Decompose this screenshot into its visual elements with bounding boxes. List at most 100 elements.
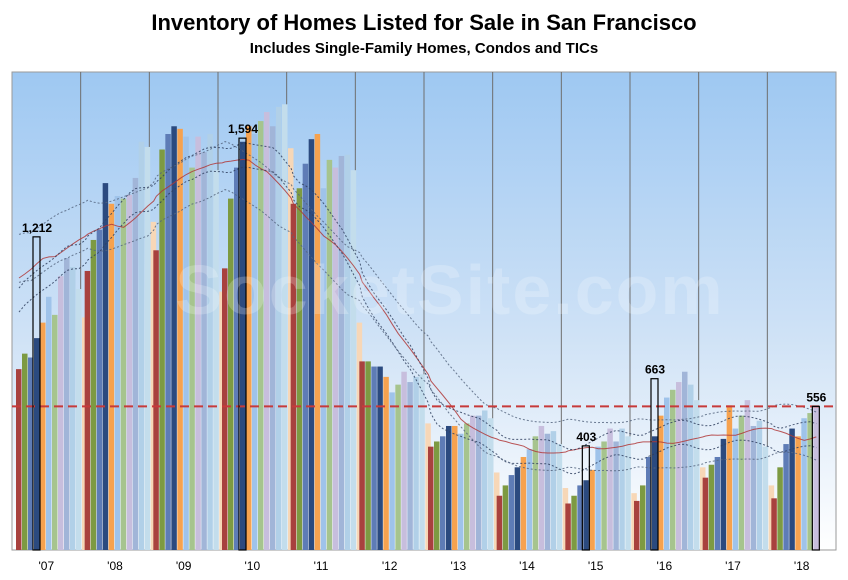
bar bbox=[464, 423, 470, 550]
bar bbox=[526, 449, 533, 550]
bar bbox=[371, 366, 377, 550]
bar bbox=[144, 146, 151, 550]
bar bbox=[571, 495, 577, 550]
x-tick-label: '14 bbox=[519, 559, 535, 573]
x-tick-label: '09 bbox=[176, 559, 192, 573]
bar bbox=[556, 444, 563, 550]
bar bbox=[189, 167, 195, 550]
x-tick-label: '10 bbox=[245, 559, 261, 573]
bar bbox=[619, 428, 625, 550]
bar bbox=[496, 495, 503, 550]
bar bbox=[344, 154, 351, 550]
bar bbox=[550, 431, 557, 550]
bar bbox=[762, 446, 769, 550]
trend-curve bbox=[18, 189, 817, 472]
bar bbox=[476, 415, 482, 550]
x-tick-label: '12 bbox=[382, 559, 398, 573]
bar bbox=[76, 289, 82, 550]
bar bbox=[282, 104, 288, 550]
bar bbox=[171, 126, 177, 550]
bar bbox=[625, 436, 631, 550]
bar bbox=[640, 485, 646, 550]
bar bbox=[488, 418, 494, 550]
bar bbox=[664, 397, 670, 550]
bar bbox=[52, 314, 58, 550]
bar bbox=[314, 134, 321, 550]
bar bbox=[183, 136, 189, 550]
bar bbox=[46, 296, 52, 550]
bar bbox=[502, 485, 509, 550]
bar bbox=[583, 480, 589, 550]
bar bbox=[520, 456, 527, 550]
bar bbox=[70, 267, 76, 550]
bar bbox=[234, 167, 240, 550]
x-tick-label: '16 bbox=[657, 559, 673, 573]
bar bbox=[34, 338, 40, 550]
bar bbox=[652, 436, 658, 550]
bar bbox=[195, 136, 201, 550]
bar bbox=[538, 425, 545, 550]
bar bbox=[813, 406, 819, 550]
x-tick-label: '08 bbox=[107, 559, 123, 573]
bar bbox=[613, 441, 619, 550]
x-tick-label: '13 bbox=[451, 559, 467, 573]
bar bbox=[320, 188, 327, 550]
bar bbox=[720, 438, 727, 550]
bar bbox=[795, 436, 801, 550]
data-label: 1,594 bbox=[228, 122, 258, 136]
bar bbox=[544, 433, 551, 550]
monthly-bars bbox=[16, 104, 819, 551]
bar bbox=[676, 382, 682, 550]
bar bbox=[222, 268, 228, 550]
bar bbox=[165, 134, 171, 550]
bar bbox=[177, 128, 183, 550]
bar bbox=[714, 456, 721, 550]
bar bbox=[401, 371, 407, 550]
x-tick-label: '15 bbox=[588, 559, 604, 573]
bar bbox=[201, 152, 207, 550]
bar bbox=[58, 276, 64, 550]
bar bbox=[565, 503, 571, 550]
bar bbox=[514, 467, 521, 550]
bar bbox=[789, 428, 795, 550]
bar bbox=[413, 376, 419, 550]
bar bbox=[777, 467, 783, 550]
bar bbox=[738, 415, 745, 550]
bar bbox=[434, 441, 440, 550]
bar bbox=[607, 428, 613, 550]
highlighted-bar bbox=[32, 236, 41, 551]
bar bbox=[207, 134, 213, 550]
bar bbox=[482, 410, 488, 550]
bar bbox=[440, 436, 446, 550]
bar bbox=[246, 126, 252, 550]
bar bbox=[377, 366, 383, 550]
bar bbox=[332, 167, 339, 550]
bar bbox=[228, 198, 234, 550]
highlighted-bar bbox=[811, 405, 820, 551]
bar bbox=[601, 441, 607, 550]
bar bbox=[688, 384, 694, 550]
bar bbox=[783, 444, 789, 550]
bar bbox=[470, 415, 476, 550]
data-label: 663 bbox=[645, 363, 665, 377]
bar bbox=[96, 229, 103, 550]
bar bbox=[264, 112, 270, 550]
bar bbox=[90, 239, 97, 550]
bar bbox=[290, 203, 297, 550]
bar bbox=[771, 498, 777, 550]
bar bbox=[114, 196, 121, 551]
bar bbox=[270, 126, 276, 550]
bar bbox=[726, 405, 733, 550]
bar bbox=[708, 464, 715, 550]
bar bbox=[532, 436, 539, 550]
bar bbox=[744, 400, 751, 550]
bar bbox=[756, 420, 763, 550]
bar bbox=[138, 141, 145, 551]
trend-curve bbox=[18, 141, 817, 424]
data-labels: 1,212 1,594 403 663 556 bbox=[22, 122, 827, 551]
bar bbox=[22, 353, 28, 550]
bar bbox=[258, 121, 264, 550]
bar bbox=[634, 500, 640, 550]
bar bbox=[28, 357, 34, 550]
